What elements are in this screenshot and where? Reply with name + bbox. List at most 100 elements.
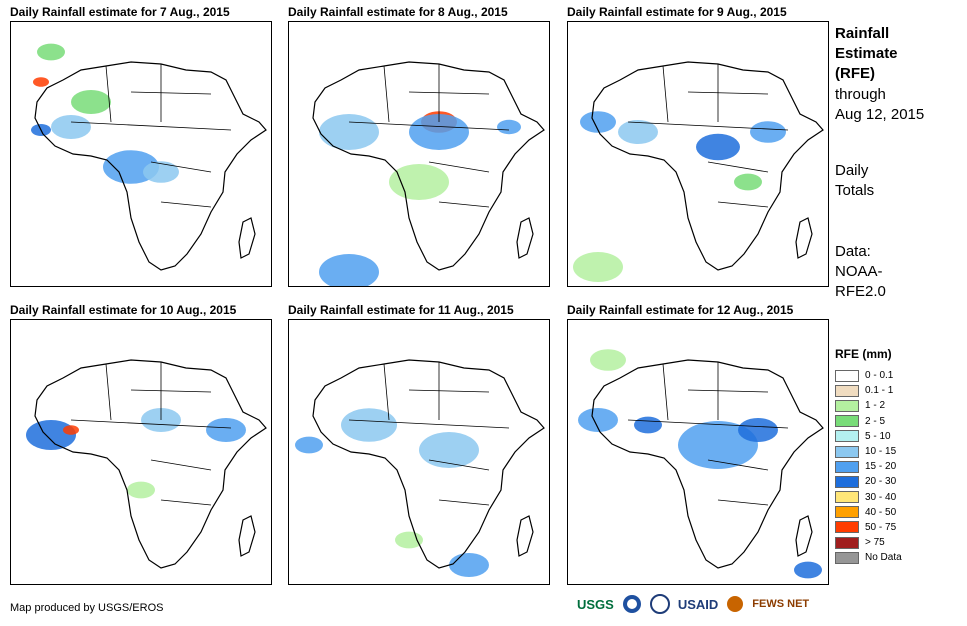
country-border [438,201,490,208]
legend-label: 30 - 40 [865,491,897,503]
map-credit: Map produced by USGS/EROS [10,602,164,614]
noaa-logo [622,595,641,613]
rainfall-area [634,416,662,434]
data-source: Data: NOAA- RFE2.0 [835,243,886,300]
rainfall-area [206,418,246,442]
country-border [150,161,212,173]
legend-label: 20 - 30 [865,476,897,488]
map-graphic [573,61,824,282]
legend-swatch [835,491,859,504]
legend-label: > 75 [865,537,885,549]
legend-swatch [835,536,859,549]
africa-outline [312,61,545,271]
madagascar-outline [516,217,534,259]
legend-label: 40 - 50 [865,506,897,518]
legend-label: 1 - 2 [865,400,886,412]
country-border [717,499,769,506]
country-border [348,419,510,429]
map-graphic [578,349,824,579]
rainfall-area [295,436,323,454]
legend-item: 10 - 15 [835,444,902,459]
legend-swatch [835,506,859,519]
africa-outline [591,359,824,569]
country-border [70,419,232,429]
panel-title: Daily Rainfall estimate for 8 Aug., 2015 [288,5,508,19]
rainfall-area [750,121,786,143]
rainfall-area [573,252,623,282]
rainfall-area [449,553,489,577]
legend-label: 5 - 10 [865,430,891,442]
country-border [627,419,789,429]
rainfall-area [37,43,65,61]
rainfall-map [567,21,829,287]
rainfall-area [389,164,449,200]
panel-title: Daily Rainfall estimate for 9 Aug., 2015 [567,5,787,19]
country-border [383,363,390,421]
country-border [662,65,669,123]
rainfall-area [738,418,778,442]
country-border [707,161,769,173]
map-graphic [295,359,545,577]
legend-item: 5 - 10 [835,429,902,444]
country-border [717,201,769,208]
country-border [408,91,490,95]
side-title: Rainfall Estimate (RFE) [835,25,898,82]
africa-outline [591,61,824,271]
rainfall-area [590,349,626,371]
rainfall-area [319,114,379,150]
country-border [438,499,490,506]
legend-item: 40 - 50 [835,505,902,520]
rainfall-area [319,254,379,286]
logo-strip: USGS USAID FEWS NET [577,594,809,614]
legend-item: No Data [835,550,902,565]
legend-swatch [835,460,859,473]
country-border [130,91,212,95]
legend-label: No Data [865,552,902,564]
usaid-logo: USAID [677,596,719,612]
rainfall-area [734,173,762,191]
legend-swatch [835,384,859,397]
country-border [428,161,490,173]
rainfall-area [409,114,469,150]
country-border [70,121,232,131]
legend-label: 0.1 - 1 [865,385,894,397]
country-border [428,459,490,471]
map-graphic [31,43,267,271]
legend-swatch [835,475,859,488]
country-border [662,363,669,421]
country-border [627,121,789,131]
rainfall-area [497,119,521,135]
panel-title: Daily Rainfall estimate for 10 Aug., 201… [10,303,237,317]
usaid-seal [649,594,670,614]
legend-label: 50 - 75 [865,521,897,533]
map-graphic [26,359,267,569]
madagascar-outline [238,217,256,259]
legend-item: 0.1 - 1 [835,383,902,398]
rainfall-area [63,425,79,435]
legend-swatch [835,551,859,564]
legend-item: 2 - 5 [835,414,902,429]
through-date: through Aug 12, 2015 [835,86,925,123]
rainfall-area [794,561,822,579]
rainfall-area [51,115,91,139]
country-border [105,363,112,421]
fewsnet-logo: FEWS NET [752,598,810,610]
legend-swatch [835,415,859,428]
rainfall-area [580,111,616,133]
panel-title: Daily Rainfall estimate for 12 Aug., 201… [567,303,794,317]
legend-item: 1 - 2 [835,398,902,413]
country-border [160,201,212,208]
madagascar-outline [238,515,256,557]
legend-label: 10 - 15 [865,446,897,458]
madagascar-outline [516,515,534,557]
rainfall-map [10,21,272,287]
rainfall-map [10,319,272,585]
rainfall-area [341,408,397,442]
legend-swatch [835,445,859,458]
legend-swatch [835,369,859,382]
rainfall-area [696,133,740,161]
legend-swatch [835,399,859,412]
rainfall-map [288,21,550,287]
legend-label: 0 - 0.1 [865,370,894,382]
africa-outline [34,359,267,569]
